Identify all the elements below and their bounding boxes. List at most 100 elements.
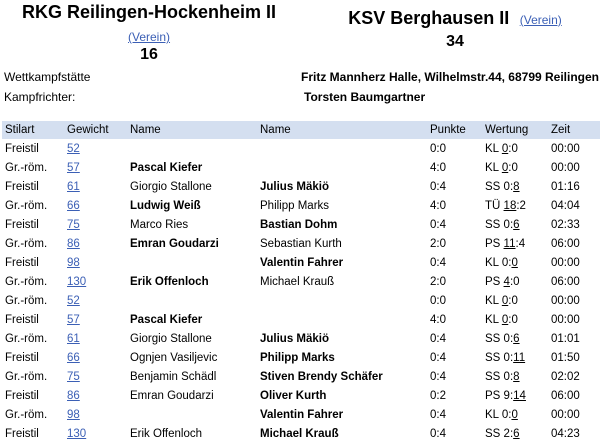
- header-name-away: Name: [257, 121, 427, 139]
- weight-link[interactable]: 75: [67, 370, 80, 383]
- weight-link[interactable]: 57: [67, 313, 80, 326]
- cell-zeit: 04:23: [551, 427, 580, 440]
- cell-home-wrestler: Pascal Kiefer: [130, 161, 203, 174]
- away-verein-link[interactable]: (Verein): [519, 13, 562, 27]
- weight-link[interactable]: 52: [67, 294, 80, 307]
- cell-punkte: 0:4: [430, 218, 446, 231]
- cell-away-wrestler: Julius Mäkiö: [260, 180, 330, 193]
- cell-away-wrestler: Philipp Marks: [260, 351, 335, 364]
- cell-gewicht: 130: [64, 424, 127, 443]
- weight-link[interactable]: 57: [67, 161, 80, 174]
- wertung-away-points: 8: [513, 180, 520, 193]
- wertung-away-points: 0: [511, 161, 518, 174]
- cell-zeit: 00:00: [551, 256, 580, 269]
- header-wertung: Wertung: [482, 121, 548, 139]
- cell-away-wrestler: [257, 158, 427, 177]
- wertung-away-points: 2: [519, 199, 526, 212]
- wertung-home-points: 0: [501, 142, 509, 155]
- wertung-away-points: 0: [511, 256, 518, 269]
- cell-zeit: 00:00: [551, 294, 580, 307]
- wertung-home-points: 11: [503, 237, 516, 250]
- cell-home-wrestler: Giorgio Stallone: [130, 332, 212, 345]
- table-row: Gr.-röm. 57 Pascal Kiefer 4:0 KL 0:0 00:00: [2, 158, 600, 177]
- wertung-away-points: 6: [513, 332, 520, 345]
- cell-wertung: KL 0:0: [485, 408, 518, 421]
- weight-link[interactable]: 86: [67, 389, 80, 402]
- cell-punkte: 2:0: [430, 237, 446, 250]
- cell-gewicht: 61: [64, 177, 127, 196]
- wertung-type: TÜ: [485, 199, 501, 212]
- wertung-away-points: 8: [513, 370, 520, 383]
- wertung-away-points: 6: [513, 427, 520, 440]
- cell-home-wrestler: Emran Goudarzi: [130, 389, 214, 402]
- weight-link[interactable]: 130: [67, 427, 87, 440]
- wertung-type: SS: [485, 427, 501, 440]
- cell-zeit: 04:04: [551, 199, 580, 212]
- wertung-type: KL: [485, 256, 499, 269]
- cell-stilart: Freistil: [5, 427, 39, 440]
- cell-gewicht: 98: [64, 253, 127, 272]
- cell-zeit: 00:00: [551, 408, 580, 421]
- cell-gewicht: 57: [64, 158, 127, 177]
- cell-punkte: 4:0: [430, 199, 446, 212]
- table-row: Freistil 66 Ognjen Vasiljevic Philipp Marks…: [2, 348, 600, 367]
- cell-away-wrestler: Bastian Dohm: [260, 218, 338, 231]
- weight-link[interactable]: 61: [67, 332, 80, 345]
- wertung-type: KL: [485, 142, 499, 155]
- weight-link[interactable]: 98: [67, 408, 80, 421]
- wertung-home-points: 0: [503, 180, 510, 193]
- cell-punkte: 0:4: [430, 351, 446, 364]
- wertung-home-points: 0: [501, 313, 509, 326]
- cell-wertung: SS 0:6: [485, 332, 520, 345]
- cell-wertung: KL 0:0: [485, 313, 518, 326]
- wertung-type: SS: [485, 218, 501, 231]
- cell-home-wrestler: [127, 139, 257, 158]
- cell-punkte: 0:4: [430, 180, 446, 193]
- cell-wertung: TÜ 18:2: [485, 199, 526, 212]
- home-team-block: RKG Reilingen-Hockenheim II (Verein) 16: [4, 2, 294, 64]
- table-row: Gr.-röm. 66 Ludwig Weiß Philipp Marks 4:0 TÜ …: [2, 196, 600, 215]
- table-row: Gr.-röm. 130 Erik Offenloch Michael Krauß 2:…: [2, 272, 600, 291]
- bouts-body: Freistil 52 0:0 KL 0:0 00:00 Gr.-röm. 57 Pascal…: [2, 139, 600, 443]
- wertung-home-points: 2: [503, 427, 510, 440]
- cell-punkte: 4:0: [430, 161, 446, 174]
- wertung-home-points: 0: [501, 256, 509, 269]
- table-row: Freistil 61 Giorgio Stallone Julius Mäkiö 0:…: [2, 177, 600, 196]
- cell-stilart: Freistil: [5, 142, 39, 155]
- weight-link[interactable]: 98: [67, 256, 80, 269]
- home-verein-link[interactable]: (Verein): [127, 30, 171, 44]
- weight-link[interactable]: 61: [67, 180, 80, 193]
- weight-link[interactable]: 66: [67, 199, 80, 212]
- wertung-home-points: 0: [501, 294, 509, 307]
- venue-label: Wettkampfstätte: [4, 70, 91, 84]
- cell-gewicht: 66: [64, 348, 127, 367]
- weight-link[interactable]: 75: [67, 218, 80, 231]
- weight-link[interactable]: 130: [67, 275, 87, 288]
- cell-away-wrestler: Michael Krauß: [260, 427, 339, 440]
- wertung-home-points: 0: [503, 332, 510, 345]
- header-zeit: Zeit: [548, 121, 600, 139]
- cell-punkte: 2:0: [430, 275, 446, 288]
- cell-away-wrestler: Sebastian Kurth: [260, 237, 342, 250]
- wertung-home-points: 18: [503, 199, 517, 212]
- venue-value: Fritz Mannherz Halle, Wilhelmstr.44, 687…: [301, 70, 599, 84]
- cell-away-wrestler: [257, 291, 427, 310]
- weight-link[interactable]: 52: [67, 142, 80, 155]
- cell-stilart: Gr.-röm.: [5, 408, 48, 421]
- cell-home-wrestler: Erik Offenloch: [130, 427, 203, 440]
- cell-home-wrestler: [127, 291, 257, 310]
- cell-punkte: 0:0: [430, 142, 446, 155]
- cell-punkte: 4:0: [430, 313, 446, 326]
- cell-home-wrestler: Giorgio Stallone: [130, 180, 212, 193]
- cell-gewicht: 61: [64, 329, 127, 348]
- away-team-name: KSV Berghausen II: [348, 8, 510, 28]
- wertung-away-points: 6: [513, 218, 520, 231]
- cell-away-wrestler: Oliver Kurth: [260, 389, 327, 402]
- cell-wertung: PS 11:4: [485, 237, 526, 250]
- cell-wertung: KL 0:0: [485, 161, 518, 174]
- weight-link[interactable]: 86: [67, 237, 80, 250]
- weight-link[interactable]: 66: [67, 351, 80, 364]
- cell-zeit: 01:01: [551, 332, 580, 345]
- cell-away-wrestler: Stiven Brendy Schäfer: [260, 370, 383, 383]
- cell-stilart: Gr.-röm.: [5, 237, 48, 250]
